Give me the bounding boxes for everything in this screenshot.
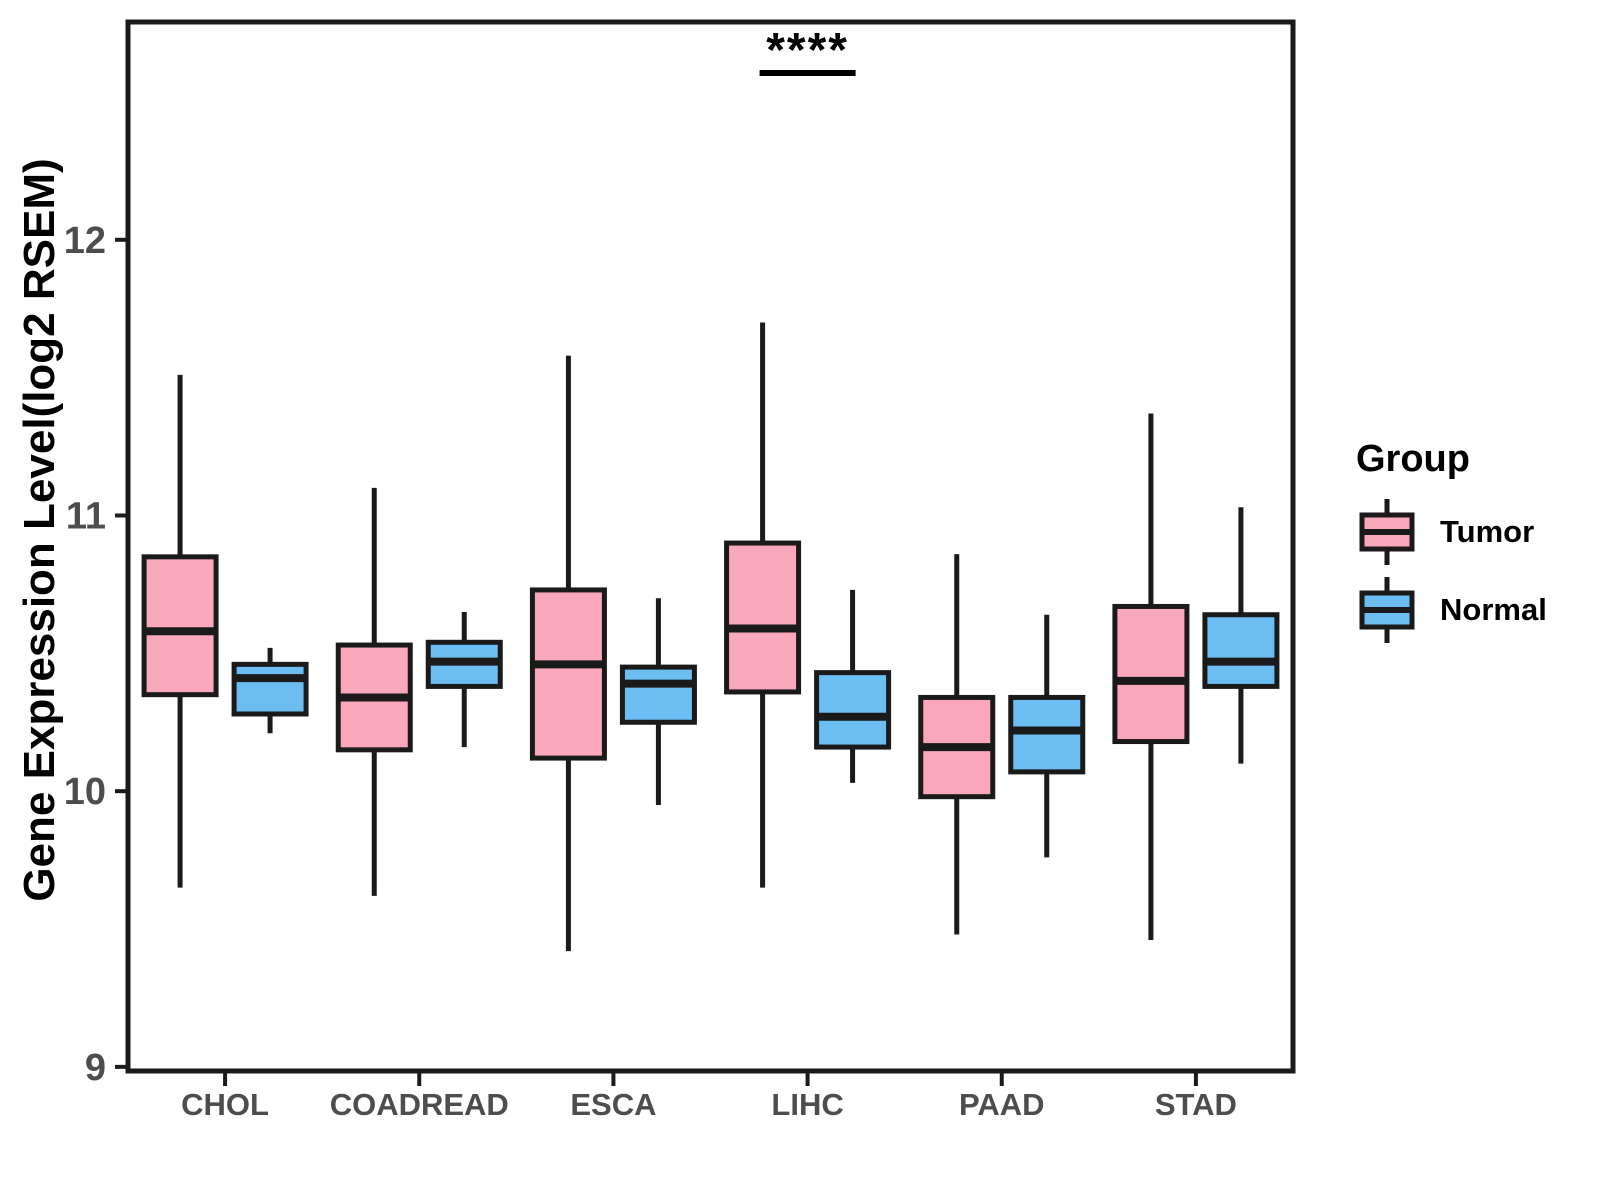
tumor-boxplot-swatch-icon [1359,499,1415,565]
y-tick-label-9: 9 [85,1047,106,1089]
x-tick-label-paad: PAAD [959,1087,1045,1122]
y-tick-label-12: 12 [64,220,106,262]
box-chol-normal [231,661,309,717]
x-tick-label-esca: ESCA [570,1087,656,1122]
x-tick-label-lihc: LIHC [771,1087,843,1122]
plot-panel-border [125,19,1296,1074]
legend-title: Group [1356,438,1470,480]
box-lihc-tumor [724,540,802,695]
box-chol-tumor [141,554,219,698]
legend-label-tumor: Tumor [1440,514,1535,549]
significance-stars: **** [766,24,849,77]
x-tick-label-coadread: COADREAD [330,1087,509,1122]
box-esca-normal [619,664,697,725]
x-tick-label-stad: STAD [1155,1087,1237,1122]
normal-boxplot-swatch-icon [1359,577,1415,643]
box-paad-normal [1008,694,1086,775]
legend-entry-tumor: Tumor [1356,497,1590,567]
x-tick-label-chol: CHOL [181,1087,269,1122]
box-stad-normal [1202,612,1280,689]
box-esca-tumor [529,587,607,761]
y-tick-label-10: 10 [64,771,106,813]
legend-label-normal: Normal [1440,592,1547,627]
legend-entry-normal: Normal [1356,575,1590,645]
y-axis-title: Gene Expression Level(log2 RSEM) [15,158,64,902]
box-lihc-normal [814,670,892,750]
legend: Group Tumor Normal [1340,438,1590,653]
y-tick-label-11: 11 [66,495,106,537]
box-stad-tumor [1112,603,1190,745]
